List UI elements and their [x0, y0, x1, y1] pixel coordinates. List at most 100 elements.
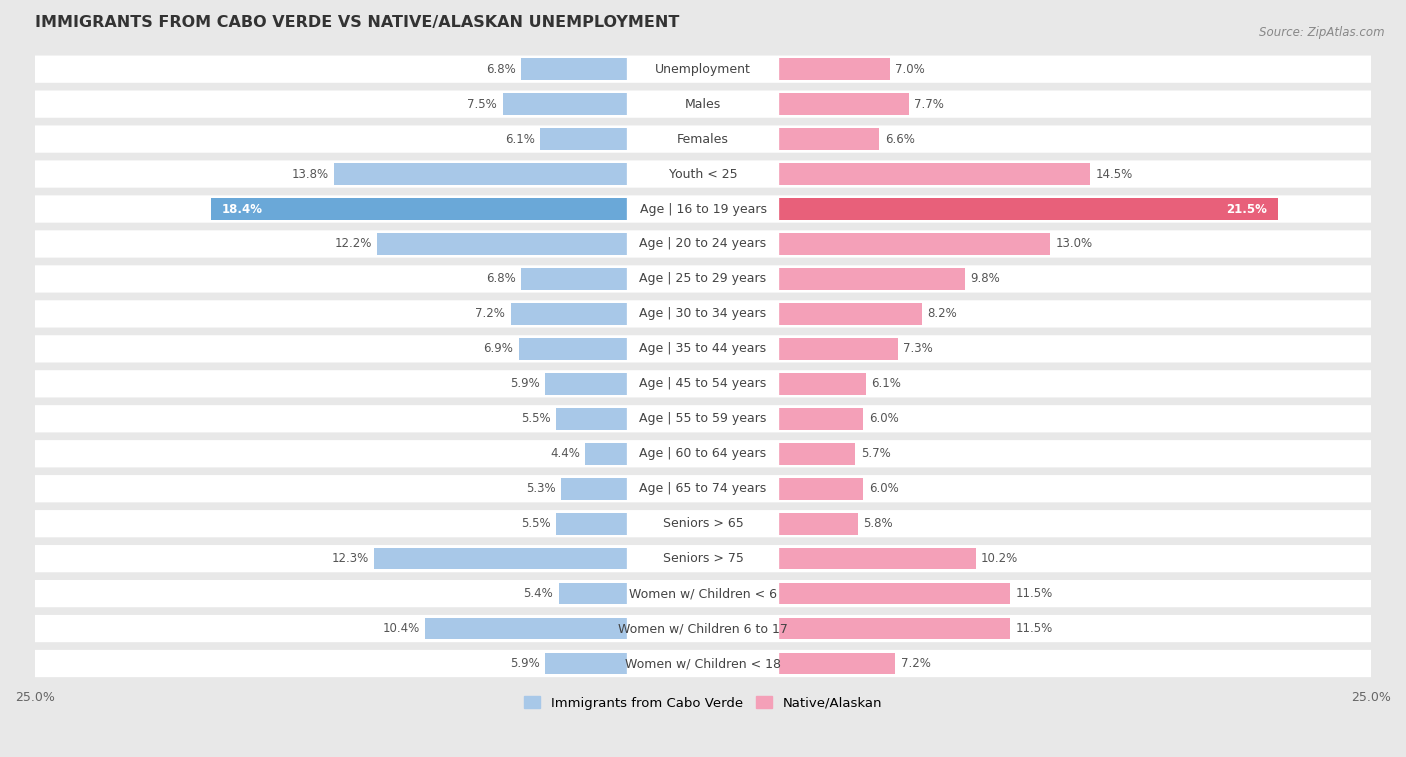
- Text: 5.7%: 5.7%: [860, 447, 890, 460]
- FancyBboxPatch shape: [35, 195, 1371, 223]
- FancyBboxPatch shape: [35, 230, 1371, 257]
- Text: 13.8%: 13.8%: [292, 167, 329, 181]
- Bar: [703, 128, 879, 150]
- Bar: [558, 583, 703, 604]
- Bar: [211, 198, 703, 220]
- Text: 10.4%: 10.4%: [382, 622, 420, 635]
- Text: 7.3%: 7.3%: [904, 342, 934, 355]
- Bar: [546, 653, 703, 674]
- Bar: [546, 373, 703, 394]
- Bar: [555, 408, 703, 430]
- Text: Source: ZipAtlas.com: Source: ZipAtlas.com: [1260, 26, 1385, 39]
- FancyBboxPatch shape: [35, 475, 1371, 503]
- Bar: [703, 268, 965, 290]
- Text: Males: Males: [685, 98, 721, 111]
- Text: 6.8%: 6.8%: [486, 273, 516, 285]
- Text: 5.9%: 5.9%: [510, 377, 540, 391]
- Text: 11.5%: 11.5%: [1015, 622, 1053, 635]
- FancyBboxPatch shape: [35, 301, 1371, 328]
- Text: Women w/ Children < 18: Women w/ Children < 18: [626, 657, 780, 670]
- FancyBboxPatch shape: [35, 55, 1371, 83]
- Bar: [335, 164, 703, 185]
- Bar: [703, 583, 1011, 604]
- Text: 9.8%: 9.8%: [970, 273, 1000, 285]
- Text: Women w/ Children 6 to 17: Women w/ Children 6 to 17: [619, 622, 787, 635]
- Text: 6.8%: 6.8%: [486, 63, 516, 76]
- FancyBboxPatch shape: [627, 57, 779, 82]
- Bar: [703, 373, 866, 394]
- FancyBboxPatch shape: [627, 581, 779, 606]
- Text: 7.5%: 7.5%: [467, 98, 498, 111]
- Text: 6.1%: 6.1%: [505, 132, 534, 145]
- Bar: [703, 653, 896, 674]
- Text: 6.0%: 6.0%: [869, 413, 898, 425]
- Bar: [425, 618, 703, 640]
- FancyBboxPatch shape: [627, 336, 779, 361]
- Text: Age | 30 to 34 years: Age | 30 to 34 years: [640, 307, 766, 320]
- Text: 21.5%: 21.5%: [1226, 203, 1267, 216]
- Bar: [703, 93, 908, 115]
- Text: 5.4%: 5.4%: [523, 587, 554, 600]
- Bar: [703, 443, 855, 465]
- Bar: [510, 303, 703, 325]
- Text: 12.2%: 12.2%: [335, 238, 371, 251]
- Text: 7.2%: 7.2%: [901, 657, 931, 670]
- Bar: [377, 233, 703, 255]
- FancyBboxPatch shape: [627, 651, 779, 676]
- FancyBboxPatch shape: [627, 616, 779, 641]
- FancyBboxPatch shape: [627, 371, 779, 397]
- Bar: [703, 164, 1091, 185]
- FancyBboxPatch shape: [35, 370, 1371, 397]
- Bar: [522, 268, 703, 290]
- Text: Seniors > 75: Seniors > 75: [662, 552, 744, 565]
- Text: Females: Females: [678, 132, 728, 145]
- Bar: [703, 58, 890, 80]
- FancyBboxPatch shape: [627, 92, 779, 117]
- FancyBboxPatch shape: [627, 266, 779, 291]
- FancyBboxPatch shape: [35, 510, 1371, 537]
- Bar: [522, 58, 703, 80]
- FancyBboxPatch shape: [627, 511, 779, 536]
- Bar: [703, 408, 863, 430]
- Text: 5.5%: 5.5%: [522, 413, 551, 425]
- FancyBboxPatch shape: [35, 265, 1371, 292]
- Legend: Immigrants from Cabo Verde, Native/Alaskan: Immigrants from Cabo Verde, Native/Alask…: [519, 691, 887, 715]
- FancyBboxPatch shape: [35, 545, 1371, 572]
- Text: 11.5%: 11.5%: [1015, 587, 1053, 600]
- Bar: [703, 198, 1278, 220]
- Bar: [585, 443, 703, 465]
- Text: 6.9%: 6.9%: [484, 342, 513, 355]
- Text: IMMIGRANTS FROM CABO VERDE VS NATIVE/ALASKAN UNEMPLOYMENT: IMMIGRANTS FROM CABO VERDE VS NATIVE/ALA…: [35, 15, 679, 30]
- Text: Age | 16 to 19 years: Age | 16 to 19 years: [640, 203, 766, 216]
- Text: Age | 20 to 24 years: Age | 20 to 24 years: [640, 238, 766, 251]
- Bar: [703, 548, 976, 569]
- Bar: [519, 338, 703, 360]
- Bar: [703, 303, 922, 325]
- FancyBboxPatch shape: [627, 196, 779, 222]
- Text: 7.2%: 7.2%: [475, 307, 505, 320]
- FancyBboxPatch shape: [627, 546, 779, 572]
- FancyBboxPatch shape: [627, 161, 779, 187]
- FancyBboxPatch shape: [627, 407, 779, 431]
- FancyBboxPatch shape: [35, 126, 1371, 153]
- Text: 8.2%: 8.2%: [928, 307, 957, 320]
- Text: Age | 25 to 29 years: Age | 25 to 29 years: [640, 273, 766, 285]
- Bar: [561, 478, 703, 500]
- Text: Age | 35 to 44 years: Age | 35 to 44 years: [640, 342, 766, 355]
- Text: Age | 55 to 59 years: Age | 55 to 59 years: [640, 413, 766, 425]
- Text: 5.8%: 5.8%: [863, 517, 893, 530]
- Bar: [502, 93, 703, 115]
- Text: 4.4%: 4.4%: [550, 447, 581, 460]
- FancyBboxPatch shape: [627, 232, 779, 257]
- Text: 18.4%: 18.4%: [222, 203, 263, 216]
- FancyBboxPatch shape: [35, 91, 1371, 118]
- Text: Unemployment: Unemployment: [655, 63, 751, 76]
- Bar: [374, 548, 703, 569]
- Bar: [555, 512, 703, 534]
- Bar: [703, 233, 1050, 255]
- Bar: [540, 128, 703, 150]
- Text: 7.0%: 7.0%: [896, 63, 925, 76]
- Text: Age | 45 to 54 years: Age | 45 to 54 years: [640, 377, 766, 391]
- Text: 6.6%: 6.6%: [884, 132, 914, 145]
- FancyBboxPatch shape: [35, 440, 1371, 467]
